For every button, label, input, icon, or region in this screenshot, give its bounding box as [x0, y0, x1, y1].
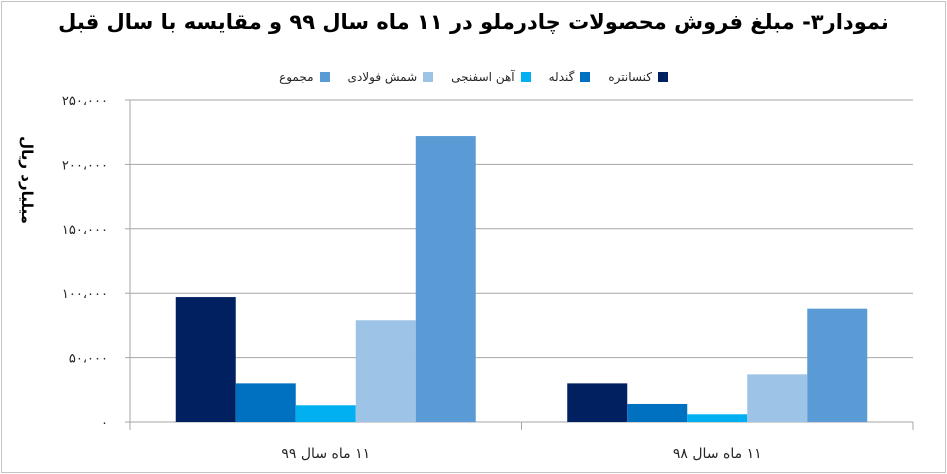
legend-swatch — [520, 72, 531, 82]
legend-label: کنسانتره — [608, 70, 652, 84]
y-tick-label: ۱۰۰،۰۰۰ — [62, 287, 108, 302]
legend-item: کنسانتره — [608, 70, 668, 84]
y-tick-label: ۵۰،۰۰۰ — [69, 352, 108, 367]
legend-label: شمش فولادی — [347, 70, 418, 84]
y-tick-label: ۲۰۰،۰۰۰ — [62, 158, 108, 173]
legend-label: مجموع — [279, 70, 314, 84]
legend-swatch — [319, 72, 330, 82]
bar — [175, 297, 236, 422]
bar — [807, 308, 868, 422]
legend-swatch — [580, 72, 591, 82]
chart-title: نمودار۳- مبلغ فروش محصولات چادرملو در ۱۱… — [58, 10, 889, 34]
legend-label: گندله — [548, 70, 575, 84]
bar — [355, 320, 416, 422]
y-tick-label: ۱۵۰،۰۰۰ — [62, 223, 108, 238]
y-tick-label: ۲۵۰،۰۰۰ — [62, 94, 108, 109]
bar — [415, 136, 476, 422]
bar — [627, 403, 688, 422]
legend-item: مجموع — [279, 70, 330, 84]
y-tick-label: ۰ — [101, 416, 108, 431]
bar — [687, 414, 748, 422]
bar — [567, 383, 628, 422]
x-tick-label: ۱۱ ماه سال ۹۹ — [281, 446, 370, 462]
legend-item: گندله — [549, 70, 591, 84]
legend-swatch — [657, 72, 668, 82]
bar — [235, 383, 296, 422]
legend-item: آهن اسفنجی — [451, 70, 531, 84]
bar — [295, 405, 356, 422]
legend-swatch — [423, 72, 434, 82]
legend-label: آهن اسفنجی — [451, 70, 515, 84]
bar — [747, 374, 808, 422]
chart-legend: کنسانتره گندله آهن اسفنجی شمش فولادی مجموع — [0, 70, 947, 84]
x-tick-label: ۱۱ ماه سال ۹۸ — [673, 446, 762, 462]
legend-item: شمش فولادی — [348, 70, 434, 84]
